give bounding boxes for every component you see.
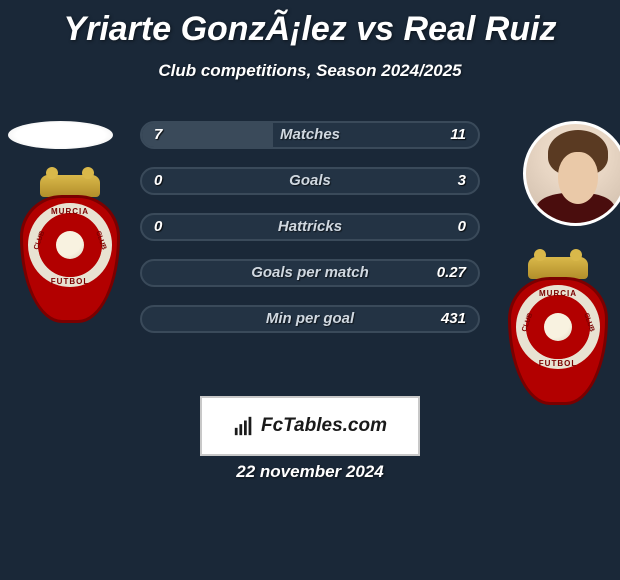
player-right-avatar [523,121,620,226]
bar-chart-icon [233,415,255,437]
stat-right-value: 0.27 [437,261,466,285]
comparison-panel: MURCIA CLUB CLUB FUTBOL MURCIA CLUB CLUB… [0,121,620,431]
stat-label: Goals per match [142,261,478,285]
stats-table: Matches711Goals03Hattricks00Goals per ma… [140,121,480,351]
stat-row: Goals0 3 [140,167,480,195]
stat-right-value: 11 [450,123,466,147]
stat-row: Goals per match0.27 [140,259,480,287]
stat-right-value: 431 [441,307,466,331]
stat-right-value: 0 [458,215,466,239]
stat-row: Min per goal431 [140,305,480,333]
stat-left-value: 7 [154,123,162,147]
club-badge-left: MURCIA CLUB CLUB FUTBOL [20,175,120,325]
stat-left-value: 0 [154,215,162,239]
stat-row: Hattricks0 0 [140,213,480,241]
stat-right-value: 3 [458,169,466,193]
page-title: Yriarte GonzÃ¡lez vs Real Ruiz [0,0,620,49]
stat-label: Matches [142,123,478,147]
badge-bottom-text: FUTBOL [20,277,120,286]
player-left-avatar [8,121,113,149]
badge-bottom-text: FUTBOL [508,359,608,368]
brand-name: FcTables.com [261,415,387,437]
stat-label: Goals [142,169,478,193]
stat-label: Hattricks [142,215,478,239]
badge-top-text: MURCIA [20,207,120,216]
stat-label: Min per goal [142,307,478,331]
brand-box[interactable]: FcTables.com [200,396,420,456]
stat-left-value: 0 [154,169,162,193]
page-subtitle: Club competitions, Season 2024/2025 [0,61,620,81]
badge-top-text: MURCIA [508,289,608,298]
club-badge-right: MURCIA CLUB CLUB FUTBOL [508,257,608,407]
stat-row: Matches7 11 [140,121,480,149]
date-label: 22 november 2024 [0,462,620,482]
